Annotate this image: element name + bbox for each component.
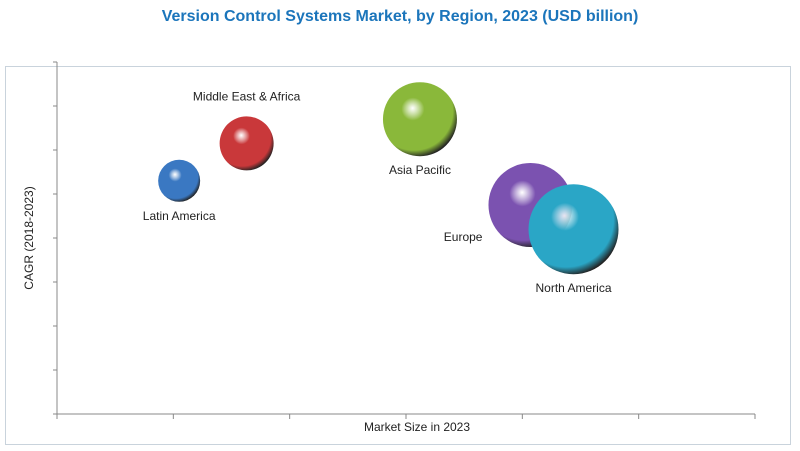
bubble-latin-america <box>158 159 201 202</box>
bubble-label: Latin America <box>143 209 216 223</box>
bubble-label: North America <box>536 281 612 295</box>
bubble-asia-pacific <box>382 82 457 157</box>
chart-frame <box>5 66 791 445</box>
x-axis-label: Market Size in 2023 <box>364 420 470 434</box>
bubble-north-america <box>528 184 619 275</box>
chart-title: Version Control Systems Market, by Regio… <box>161 8 639 25</box>
bubble-label: Asia Pacific <box>389 163 451 177</box>
bubble-middle-east-africa <box>219 116 274 171</box>
y-axis-label: CAGR (2018-2023) <box>22 186 36 289</box>
bubble-label: Middle East & Africa <box>193 89 301 103</box>
bubble-label: Europe <box>444 230 483 244</box>
